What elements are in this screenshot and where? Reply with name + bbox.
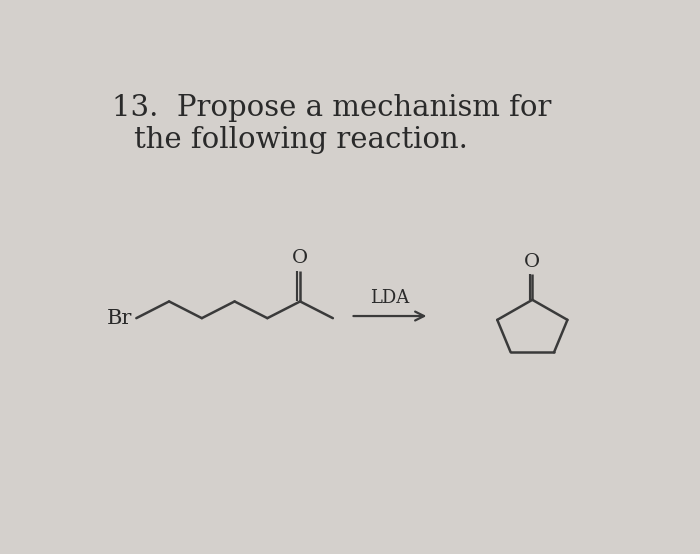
Text: LDA: LDA xyxy=(370,289,410,307)
Text: O: O xyxy=(524,253,540,271)
Text: O: O xyxy=(292,249,308,268)
Text: the following reaction.: the following reaction. xyxy=(134,126,468,154)
Text: Br: Br xyxy=(106,309,132,327)
Text: 13.  Propose a mechanism for: 13. Propose a mechanism for xyxy=(112,94,552,122)
